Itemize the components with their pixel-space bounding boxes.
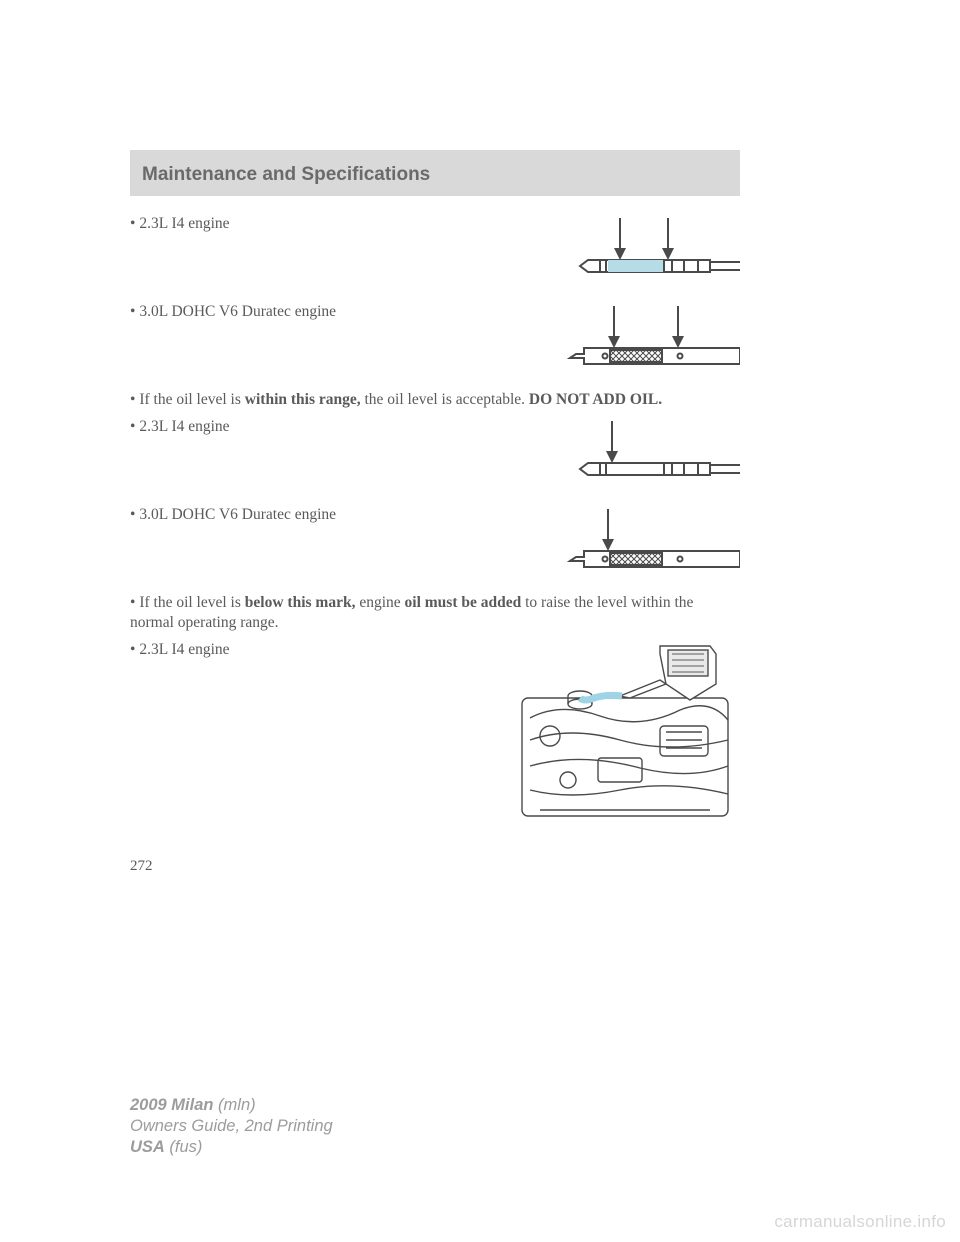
para-bold: within this range, [245,391,361,408]
para-text: the oil level is acceptable. [361,391,529,408]
item-row: 2.3L I4 engine [130,417,740,497]
dipstick-v6-range-figure [550,302,740,382]
para-bold: oil must be added [405,594,522,611]
bullet-text: 3.0L DOHC V6 Duratec engine [130,505,542,524]
dipstick-i4-min-figure [550,417,740,497]
footer-region: USA [130,1138,165,1156]
engine-pour-figure [510,640,740,830]
dipstick-i4-range-figure [550,214,740,294]
bullet-text: 2.3L I4 engine [130,214,542,233]
item-row: 3.0L DOHC V6 Duratec engine [130,505,740,585]
footer-line: Owners Guide, 2nd Printing [130,1116,333,1137]
section-header: Maintenance and Specifications [130,150,740,196]
item-row: 2.3L I4 engine [130,640,740,830]
footer-code: (mln) [213,1096,255,1114]
para-text: If the oil level is [130,391,245,408]
footer-line: 2009 Milan (mln) [130,1095,333,1116]
page-content: Maintenance and Specifications 2.3L I4 e… [130,150,740,875]
dipstick-v6-min-figure [550,505,740,585]
item-row: 2.3L I4 engine [130,214,740,294]
para-bold: DO NOT ADD OIL. [529,391,662,408]
para-bold: below this mark, [245,594,356,611]
paragraph-row: If the oil level is below this mark, eng… [130,593,740,632]
footer: 2009 Milan (mln) Owners Guide, 2nd Print… [130,1095,333,1158]
paragraph: If the oil level is below this mark, eng… [130,593,740,632]
paragraph: If the oil level is within this range, t… [130,390,740,409]
section-title: Maintenance and Specifications [142,164,430,185]
bullet-text: 3.0L DOHC V6 Duratec engine [130,302,542,321]
paragraph-row: If the oil level is within this range, t… [130,390,740,409]
para-text: engine [355,594,404,611]
bullet-text: 2.3L I4 engine [130,417,542,436]
watermark: carmanualsonline.info [774,1212,946,1232]
footer-model: 2009 Milan [130,1096,213,1114]
item-row: 3.0L DOHC V6 Duratec engine [130,302,740,382]
bullet-text: 2.3L I4 engine [130,640,502,659]
para-text: If the oil level is [130,594,245,611]
footer-code: (fus) [165,1138,203,1156]
footer-line: USA (fus) [130,1137,333,1158]
page-number: 272 [130,858,740,875]
